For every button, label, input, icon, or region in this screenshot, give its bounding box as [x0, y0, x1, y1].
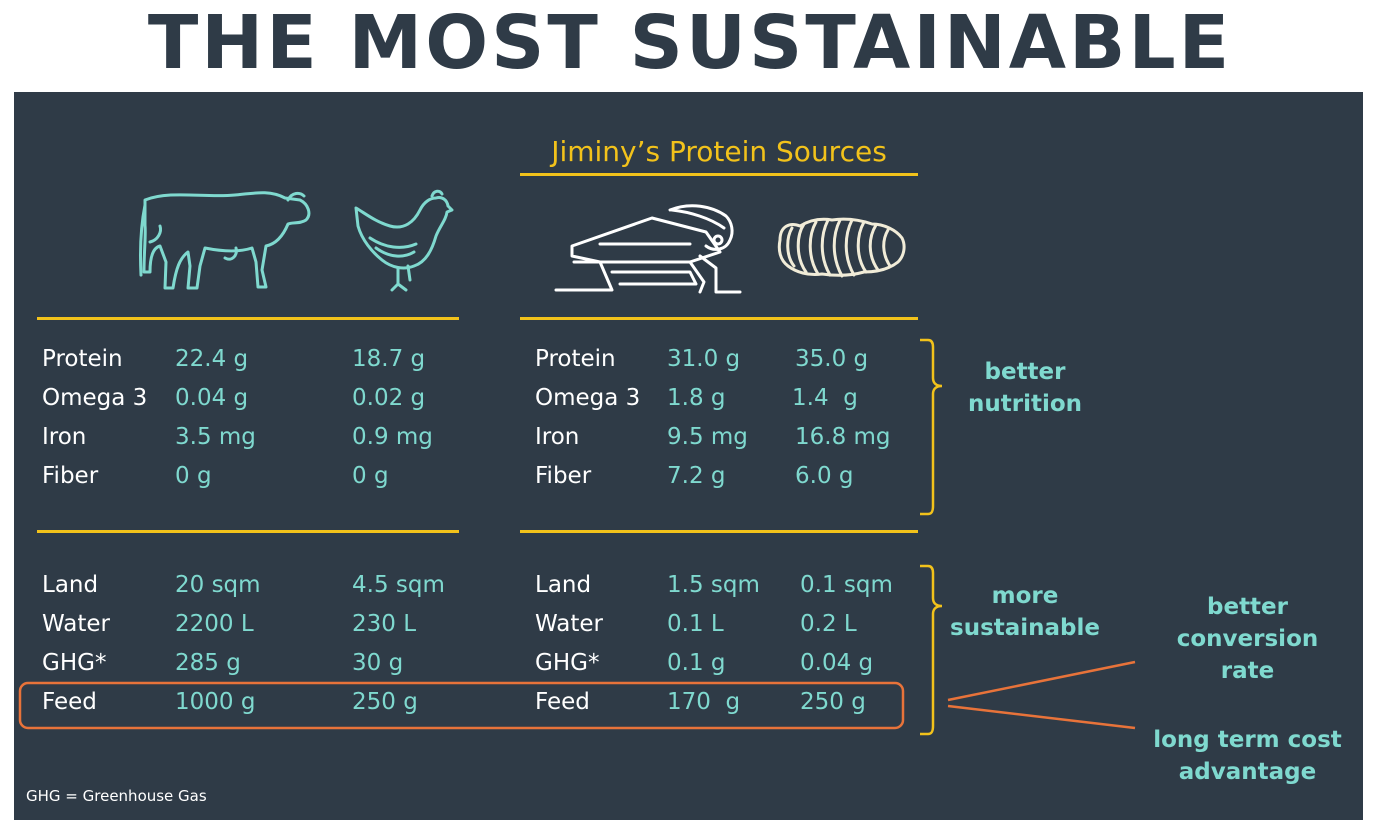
larva-value: 0.1 sqm — [800, 572, 893, 598]
footnote: GHG = Greenhouse Gas — [26, 787, 207, 805]
pointer-line-cost — [947, 704, 1136, 730]
chicken-value: 0 g — [352, 463, 389, 489]
divider-left-mid — [37, 530, 459, 533]
cow-value: 20 sqm — [175, 572, 261, 598]
larva-value: 0.04 g — [800, 650, 874, 676]
cricket-value: 31.0 g — [667, 346, 741, 372]
cow-value: 285 g — [175, 650, 241, 676]
note-line: advantage — [1178, 759, 1317, 785]
note-cost-advantage: long term cost advantage — [1140, 724, 1355, 788]
sustain-label-right: GHG* — [535, 650, 600, 676]
nutrition-label-right: Fiber — [535, 463, 592, 489]
larva-value: 0.2 L — [800, 611, 857, 637]
cricket-value: 7.2 g — [667, 463, 726, 489]
note-line: sustainable — [950, 615, 1100, 641]
chicken-icon — [354, 189, 454, 292]
cow-value: 0.04 g — [175, 385, 249, 411]
protein-sources-heading: Jiminy’s Protein Sources — [551, 135, 887, 168]
note-line: nutrition — [967, 391, 1083, 417]
larva-value: 16.8 mg — [795, 424, 891, 450]
sustain-label-right: Water — [535, 611, 603, 637]
nutrition-label-left: Iron — [42, 424, 87, 450]
note-more-sustainable: more sustainable — [940, 580, 1110, 644]
divider-right-mid — [520, 530, 918, 533]
note-better-conversion: better conversion rate — [1150, 591, 1345, 687]
chicken-value: 18.7 g — [352, 346, 426, 372]
sustain-label-right: Land — [535, 572, 592, 598]
cricket-value: 0.1 g — [667, 650, 726, 676]
cow-value: 2200 L — [175, 611, 254, 637]
cricket-icon — [554, 204, 742, 294]
larva-value: 6.0 g — [795, 463, 854, 489]
nutrition-label-right: Omega 3 — [535, 385, 641, 411]
note-line: better — [984, 359, 1066, 385]
feed-label-right: Feed — [535, 689, 590, 715]
cricket-feed-value: 170 g — [667, 689, 741, 715]
larva-value: 1.4 g — [792, 385, 858, 411]
note-line: more — [991, 583, 1059, 609]
divider-left-top — [37, 317, 459, 320]
note-line: long term cost — [1153, 727, 1342, 753]
cricket-value: 1.8 g — [667, 385, 726, 411]
feed-label-left: Feed — [42, 689, 97, 715]
cow-value: 0 g — [175, 463, 212, 489]
note-line: conversion — [1176, 626, 1319, 652]
larva-icon — [777, 217, 906, 278]
nutrition-label-right: Protein — [535, 346, 616, 372]
feed-highlight-box — [18, 681, 905, 730]
cricket-value: 9.5 mg — [667, 424, 748, 450]
cow-icon — [138, 191, 311, 290]
larva-feed-value: 250 g — [800, 689, 866, 715]
note-line: rate — [1220, 658, 1275, 684]
chicken-value: 0.02 g — [352, 385, 426, 411]
cow-value: 22.4 g — [175, 346, 249, 372]
cricket-value: 0.1 L — [667, 611, 724, 637]
sustain-label-left: Water — [42, 611, 110, 637]
brace-nutrition — [920, 338, 943, 516]
larva-value: 35.0 g — [795, 346, 869, 372]
chicken-value: 0.9 mg — [352, 424, 433, 450]
cow-value: 3.5 mg — [175, 424, 256, 450]
nutrition-label-left: Protein — [42, 346, 123, 372]
note-line: better — [1207, 594, 1288, 620]
nutrition-label-right: Iron — [535, 424, 580, 450]
chicken-value: 4.5 sqm — [352, 572, 445, 598]
heading-underline — [520, 173, 918, 176]
divider-right-top — [520, 317, 918, 320]
pointer-line-conversion — [947, 660, 1136, 702]
chicken-feed-value: 250 g — [352, 689, 418, 715]
page-title: THE MOST SUSTAINABLE — [147, 0, 1233, 86]
chicken-value: 30 g — [352, 650, 404, 676]
cow-feed-value: 1000 g — [175, 689, 256, 715]
brace-sustainable — [920, 564, 943, 736]
nutrition-label-left: Omega 3 — [42, 385, 148, 411]
sustain-label-left: GHG* — [42, 650, 107, 676]
note-better-nutrition: better nutrition — [950, 356, 1100, 420]
cricket-value: 1.5 sqm — [667, 572, 760, 598]
chicken-value: 230 L — [352, 611, 417, 637]
sustain-label-left: Land — [42, 572, 99, 598]
nutrition-label-left: Fiber — [42, 463, 99, 489]
